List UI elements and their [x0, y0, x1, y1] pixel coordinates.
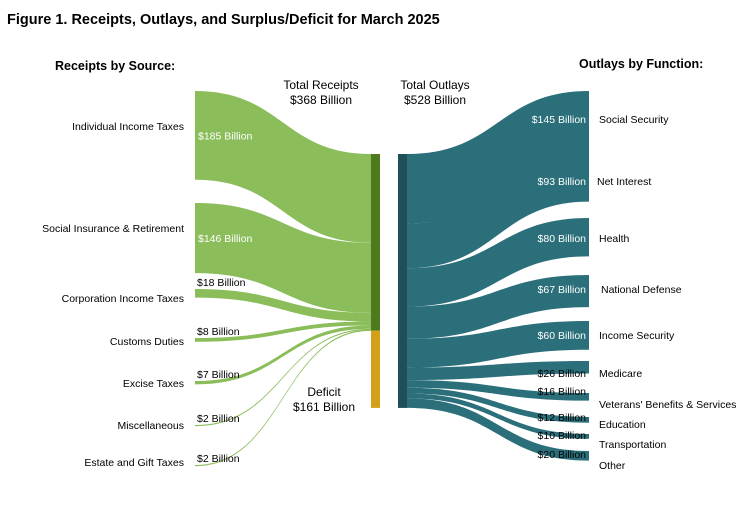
outlay-flow-national-defense — [407, 275, 589, 339]
outlay-value-health: $80 Billion — [538, 233, 587, 245]
chart-title: Figure 1. Receipts, Outlays, and Surplus… — [7, 12, 440, 28]
receipt-label-individual-income-taxes: Individual Income Taxes — [72, 121, 184, 133]
label-layer: Individual Income Taxes $185 Billion Socia… — [42, 114, 736, 472]
outlay-value-transportation: $10 Billion — [538, 430, 587, 442]
outlay-value-medicare: $26 Billion — [538, 368, 587, 380]
deficit-value: $161 Billion — [293, 400, 355, 414]
receipt-flow-customs-duties — [195, 321, 371, 342]
receipt-value-miscellaneous: $2 Billion — [197, 413, 240, 425]
outlay-flow-education — [407, 387, 589, 423]
deficit-bar — [371, 330, 380, 408]
outlay-value-income-security: $60 Billion — [538, 330, 587, 342]
receipt-label-estate-and-gift-taxes: Estate and Gift Taxes — [84, 457, 184, 469]
outlay-value-education: $12 Billion — [538, 412, 587, 424]
total-receipts-label: Total Receipts — [283, 78, 358, 92]
receipts-heading: Receipts by Source: — [55, 59, 175, 73]
receipt-value-customs-duties: $8 Billion — [197, 326, 240, 338]
receipt-label-excise-taxes: Excise Taxes — [123, 378, 184, 390]
total-outlays-label: Total Outlays — [400, 78, 469, 92]
receipt-flow-corporation-income-taxes — [195, 289, 371, 322]
outlay-flow-medicare — [407, 361, 589, 381]
receipt-flow-excise-taxes — [195, 325, 371, 385]
outlay-flow-health — [407, 218, 589, 307]
receipt-label-social-insurance-and-retirement: Social Insurance & Retirement — [42, 223, 184, 235]
outlay-label-national-defense: National Defense — [601, 284, 682, 296]
outlay-label-social-security: Social Security — [599, 114, 669, 126]
outlay-flow-transportation — [407, 393, 589, 439]
flow-layer — [195, 91, 589, 467]
total-outlays-value: $528 Billion — [404, 93, 466, 107]
receipt-flow-estate-and-gift-taxes — [195, 329, 371, 467]
outlay-label-education: Education — [599, 419, 646, 431]
receipt-label-customs-duties: Customs Duties — [110, 336, 184, 348]
outlay-value-social-security: $145 Billion — [532, 114, 586, 126]
outlay-flow-other — [407, 398, 589, 461]
outlay-label-veterans-benefits-and-services: Veterans' Benefits & Services — [599, 399, 736, 411]
receipt-value-estate-and-gift-taxes: $2 Billion — [197, 453, 240, 465]
receipt-flow-social-insurance-and-retirement — [195, 203, 371, 313]
outlay-label-net-interest: Net Interest — [597, 176, 651, 188]
outlay-flow-net-interest — [407, 157, 589, 269]
receipt-flow-miscellaneous — [195, 328, 371, 427]
outlay-label-medicare: Medicare — [599, 368, 642, 380]
outlay-label-other: Other — [599, 460, 626, 472]
outlay-value-veterans-benefits-and-services: $16 Billion — [538, 386, 587, 398]
outlay-flow-social-security — [407, 91, 589, 224]
receipt-value-excise-taxes: $7 Billion — [197, 369, 240, 381]
receipt-value-corporation-income-taxes: $18 Billion — [197, 277, 246, 289]
receipt-label-corporation-income-taxes: Corporation Income Taxes — [62, 293, 184, 305]
receipt-value-individual-income-taxes: $185 Billion — [198, 130, 252, 142]
deficit-label: Deficit — [307, 385, 341, 399]
receipt-label-miscellaneous: Miscellaneous — [117, 420, 184, 432]
outlay-value-national-defense: $67 Billion — [538, 284, 587, 296]
outlays-heading: Outlays by Function: — [579, 57, 703, 71]
bar-layer — [371, 154, 407, 408]
total-receipts-value: $368 Billion — [290, 93, 352, 107]
outlay-label-health: Health — [599, 233, 630, 245]
outlay-label-transportation: Transportation — [599, 439, 666, 451]
total-outlays-bar — [398, 154, 407, 408]
outlay-value-net-interest: $93 Billion — [538, 176, 587, 188]
total-receipts-bar — [371, 154, 380, 331]
outlay-flow-veterans-benefits-and-services — [407, 380, 589, 401]
outlay-value-other: $20 Billion — [538, 449, 587, 461]
outlay-label-income-security: Income Security — [599, 330, 675, 342]
receipt-value-social-insurance-and-retirement: $146 Billion — [198, 233, 252, 245]
outlay-flow-income-security — [407, 321, 589, 368]
receipt-flow-individual-income-taxes — [195, 91, 371, 243]
